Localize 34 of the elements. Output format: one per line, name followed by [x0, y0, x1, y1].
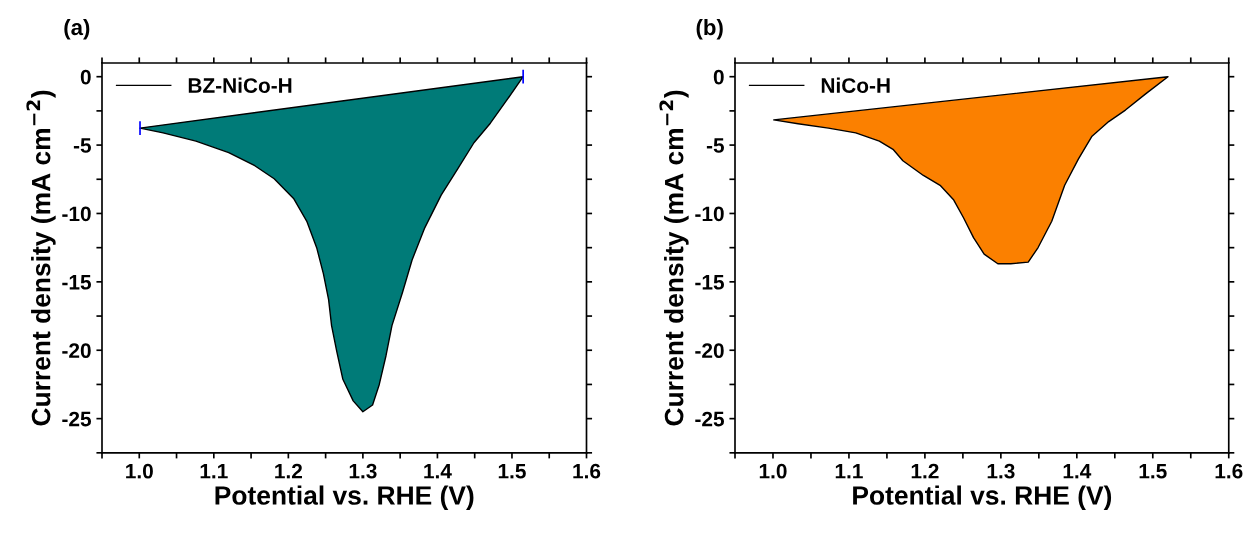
y-tick-label: -20	[695, 343, 724, 358]
x-tick-label: 1.1	[200, 464, 228, 479]
y-tick-label: -5	[73, 138, 91, 153]
x-tick-label: 1.3	[987, 463, 1015, 479]
x-tick-label: 1.5	[1139, 464, 1167, 479]
x-tick-label: 1.6	[573, 463, 601, 479]
x-tick-label: 1.0	[126, 463, 153, 479]
x-tick-label: 1.3	[349, 463, 377, 479]
y-axis-title: Current density (mA cm$^{−2}$)	[26, 90, 56, 426]
y-tick-label: -10	[695, 206, 724, 222]
y-tick-label: -25	[695, 411, 725, 427]
x-tick-label: 1.2	[911, 463, 939, 479]
y-tick-label: 0	[713, 69, 724, 85]
x-tick-label: 1.4	[1063, 464, 1092, 479]
chart-title: (a)	[64, 18, 90, 40]
x-tick-label: 1.2	[275, 463, 302, 479]
y-tick-label: -5	[706, 138, 724, 153]
chart-title: (b)	[696, 18, 723, 40]
y-tick-label: -25	[62, 411, 92, 427]
y-tick-label: 0	[80, 69, 91, 85]
x-tick-label: 1.6	[1215, 463, 1243, 479]
legend-label: BZ-NiCo-H	[188, 77, 292, 93]
y-tick-label: -15	[695, 275, 725, 290]
x-axis-title: Potential vs. RHE (V)	[215, 485, 474, 511]
x-tick-label: 1.1	[835, 464, 863, 479]
x-tick-label: 1.0	[759, 463, 787, 479]
y-tick-label: -20	[62, 343, 91, 358]
x-tick-label: 1.4	[424, 464, 452, 479]
y-tick-label: -10	[62, 206, 91, 222]
x-axis-title: Potential vs. RHE (V)	[853, 485, 1112, 511]
y-tick-label: -15	[62, 275, 92, 290]
x-tick-label: 1.5	[498, 464, 526, 479]
legend-label: NiCo-H	[821, 77, 890, 93]
y-axis-title: Current density (mA cm$^{−2}$)	[659, 90, 689, 426]
